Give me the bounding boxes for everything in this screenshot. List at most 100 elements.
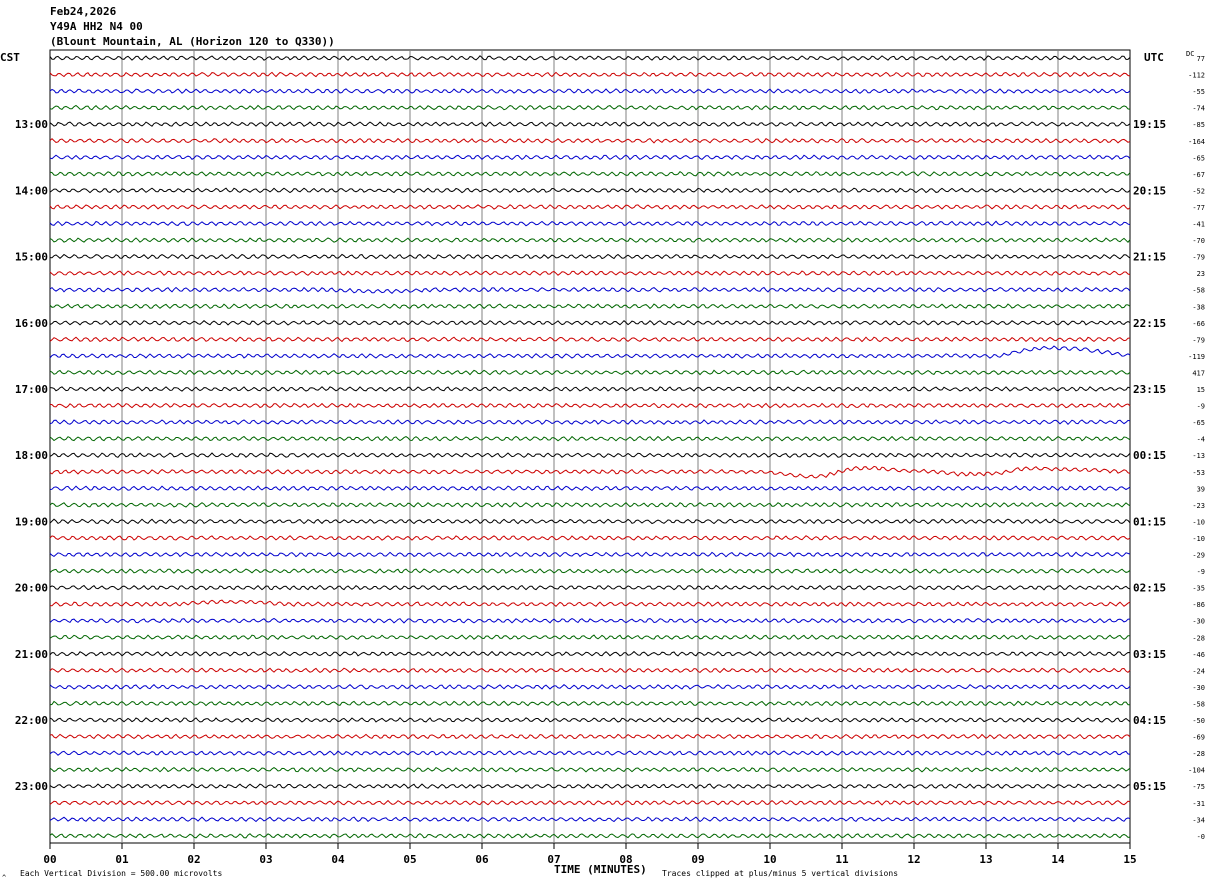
dc-offset-label: -58 [1192, 287, 1205, 295]
dc-offset-label: -28 [1192, 634, 1205, 642]
trace-row [49, 121, 1131, 128]
x-tick-label: 11 [835, 853, 849, 866]
dc-offset-label: -0 [1197, 833, 1205, 841]
trace-row [49, 717, 1131, 723]
trace-row [49, 369, 1131, 376]
minute-grid [121, 50, 1059, 843]
dc-offset-label: -10 [1192, 535, 1205, 543]
utc-hour-labels: 19:15 20:15 21:15 22:15 23:15 00:15 01:15 02:15… [1133, 118, 1166, 793]
trace-row [49, 535, 1131, 541]
plot-frame [49, 49, 1131, 844]
trace-row [49, 766, 1131, 773]
dc-offset-label: -38 [1192, 303, 1205, 311]
trace-row [50, 386, 1131, 392]
dc-offset-label: -55 [1192, 88, 1205, 96]
cst-hour-label: 19:00 [15, 515, 48, 528]
trace-row [49, 171, 1131, 177]
trace-row [49, 551, 1131, 558]
trace-row [49, 700, 1131, 707]
utc-hour-label: 02:15 [1133, 582, 1166, 595]
dc-offset-label: 39 [1197, 485, 1205, 493]
x-tick-label: 03 [259, 853, 272, 866]
trace-row [49, 55, 1131, 61]
dc-offset-label: -164 [1188, 138, 1205, 146]
x-tick-label: 07 [547, 853, 560, 866]
trace-row [49, 465, 1131, 479]
corner-mark: ^ [2, 874, 6, 882]
dc-offset-label: -35 [1192, 585, 1205, 593]
traces [49, 55, 1131, 839]
dc-offset-label: -9 [1197, 568, 1205, 576]
x-tick-label: 14 [1051, 853, 1065, 866]
dc-header-label: DC [1186, 50, 1194, 58]
cst-hour-label: 13:00 [15, 118, 48, 131]
dc-offset-label: -86 [1192, 601, 1205, 609]
header-date: Feb24,2026 [50, 5, 117, 18]
dc-offset-label: -30 [1192, 684, 1205, 692]
trace-row [49, 237, 1131, 243]
dc-offset-label: -13 [1192, 452, 1205, 460]
cst-hour-label: 21:00 [15, 648, 48, 661]
dc-offset-label: 15 [1197, 386, 1205, 394]
x-tick-label: 01 [115, 853, 129, 866]
cst-hour-label: 16:00 [15, 317, 48, 330]
dc-offset-label: -53 [1192, 469, 1205, 477]
trace-row [49, 253, 1131, 260]
x-tick-label: 09 [691, 853, 704, 866]
dc-offset-label: 417 [1192, 369, 1205, 377]
trace-row [49, 303, 1131, 310]
trace-row [49, 634, 1131, 641]
trace-row [49, 88, 1131, 94]
x-axis-title: TIME (MINUTES) [554, 863, 647, 876]
trace-row [49, 667, 1131, 674]
utc-hour-label: 22:15 [1133, 317, 1166, 330]
dc-offset-label: -24 [1192, 667, 1205, 675]
cst-hour-label: 23:00 [15, 780, 48, 793]
x-tick-label: 13 [979, 853, 992, 866]
x-tick-label: 06 [475, 853, 489, 866]
dc-offset-label: -41 [1192, 221, 1205, 229]
clip-note: Traces clipped at plus/minus 5 vertical … [662, 869, 898, 878]
dc-offset-label: -65 [1192, 419, 1205, 427]
trace-row [49, 137, 1131, 144]
trace-row [49, 617, 1131, 624]
cst-hour-label: 14:00 [15, 184, 48, 197]
trace-row [49, 220, 1131, 227]
trace-row [49, 684, 1131, 690]
header-station: Y49A HH2 N4 00 [50, 20, 143, 33]
trace-row [49, 733, 1131, 740]
trace-row [49, 833, 1131, 839]
dc-offset-label: -119 [1188, 353, 1205, 361]
dc-offset-label: -70 [1192, 237, 1205, 245]
trace-row [49, 783, 1131, 790]
dc-offset-label: -85 [1192, 121, 1205, 129]
dc-offset-label: -29 [1192, 552, 1205, 560]
trace-row [49, 402, 1131, 409]
trace-row [49, 435, 1131, 442]
cst-zone-label: CST [0, 51, 20, 64]
trace-row [49, 204, 1131, 210]
utc-hour-label: 04:15 [1133, 714, 1166, 727]
trace-row [49, 599, 1131, 607]
dc-offset-label: -79 [1192, 254, 1205, 262]
dc-offset-label: -104 [1188, 767, 1205, 775]
dc-offset-label: 23 [1197, 270, 1205, 278]
trace-row [49, 187, 1131, 194]
dc-offset-label: -75 [1192, 783, 1205, 791]
trace-row [49, 336, 1131, 343]
utc-hour-label: 20:15 [1133, 184, 1166, 197]
utc-hour-label: 03:15 [1133, 648, 1166, 661]
x-tick-label: 05 [403, 853, 416, 866]
x-tick-label: 15 [1123, 853, 1136, 866]
dc-offset-label: -58 [1192, 700, 1205, 708]
trace-row [49, 502, 1131, 508]
cst-hour-label: 18:00 [15, 449, 48, 462]
dc-offset-label: -46 [1192, 651, 1205, 659]
dc-offset-label: -66 [1192, 320, 1205, 328]
dc-offset-label: -9 [1197, 403, 1205, 411]
cst-hour-label: 20:00 [15, 582, 48, 595]
utc-hour-label: 05:15 [1133, 780, 1166, 793]
dc-offset-label: -52 [1192, 187, 1205, 195]
trace-row [49, 419, 1131, 426]
